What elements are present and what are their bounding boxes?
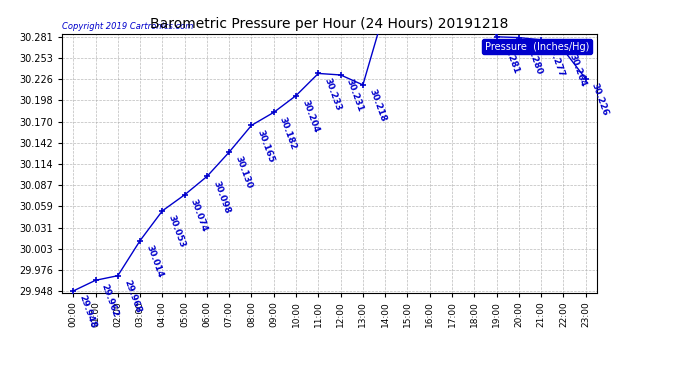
Text: 30.358: 30.358 [0, 374, 1, 375]
Text: 30.277: 30.277 [545, 43, 566, 78]
Text: Copyright 2019 Cartronics.com: Copyright 2019 Cartronics.com [62, 22, 193, 31]
Text: 30.318: 30.318 [0, 374, 1, 375]
Text: 30.130: 30.130 [233, 155, 254, 190]
Text: 30.324: 30.324 [0, 374, 1, 375]
Text: 30.014: 30.014 [144, 243, 164, 279]
Text: 30.280: 30.280 [523, 40, 543, 76]
Text: 29.962: 29.962 [99, 283, 120, 319]
Text: 30.231: 30.231 [345, 78, 365, 113]
Text: 30.281: 30.281 [501, 40, 521, 75]
Text: 30.321: 30.321 [0, 374, 1, 375]
Text: 30.351: 30.351 [0, 374, 1, 375]
Legend: Pressure  (Inches/Hg): Pressure (Inches/Hg) [482, 39, 592, 54]
Text: 30.098: 30.098 [211, 179, 231, 215]
Text: 30.226: 30.226 [590, 81, 610, 117]
Text: 30.182: 30.182 [278, 115, 298, 151]
Text: 30.165: 30.165 [256, 128, 276, 164]
Text: 29.968: 29.968 [122, 279, 142, 314]
Text: 30.204: 30.204 [300, 98, 320, 134]
Title: Barometric Pressure per Hour (24 Hours) 20191218: Barometric Pressure per Hour (24 Hours) … [150, 17, 509, 31]
Text: 30.233: 30.233 [322, 76, 343, 112]
Text: 30.218: 30.218 [367, 88, 387, 123]
Text: 30.264: 30.264 [568, 53, 588, 88]
Text: 30.074: 30.074 [189, 198, 209, 233]
Text: 29.948: 29.948 [77, 294, 98, 330]
Text: 30.053: 30.053 [166, 214, 187, 249]
